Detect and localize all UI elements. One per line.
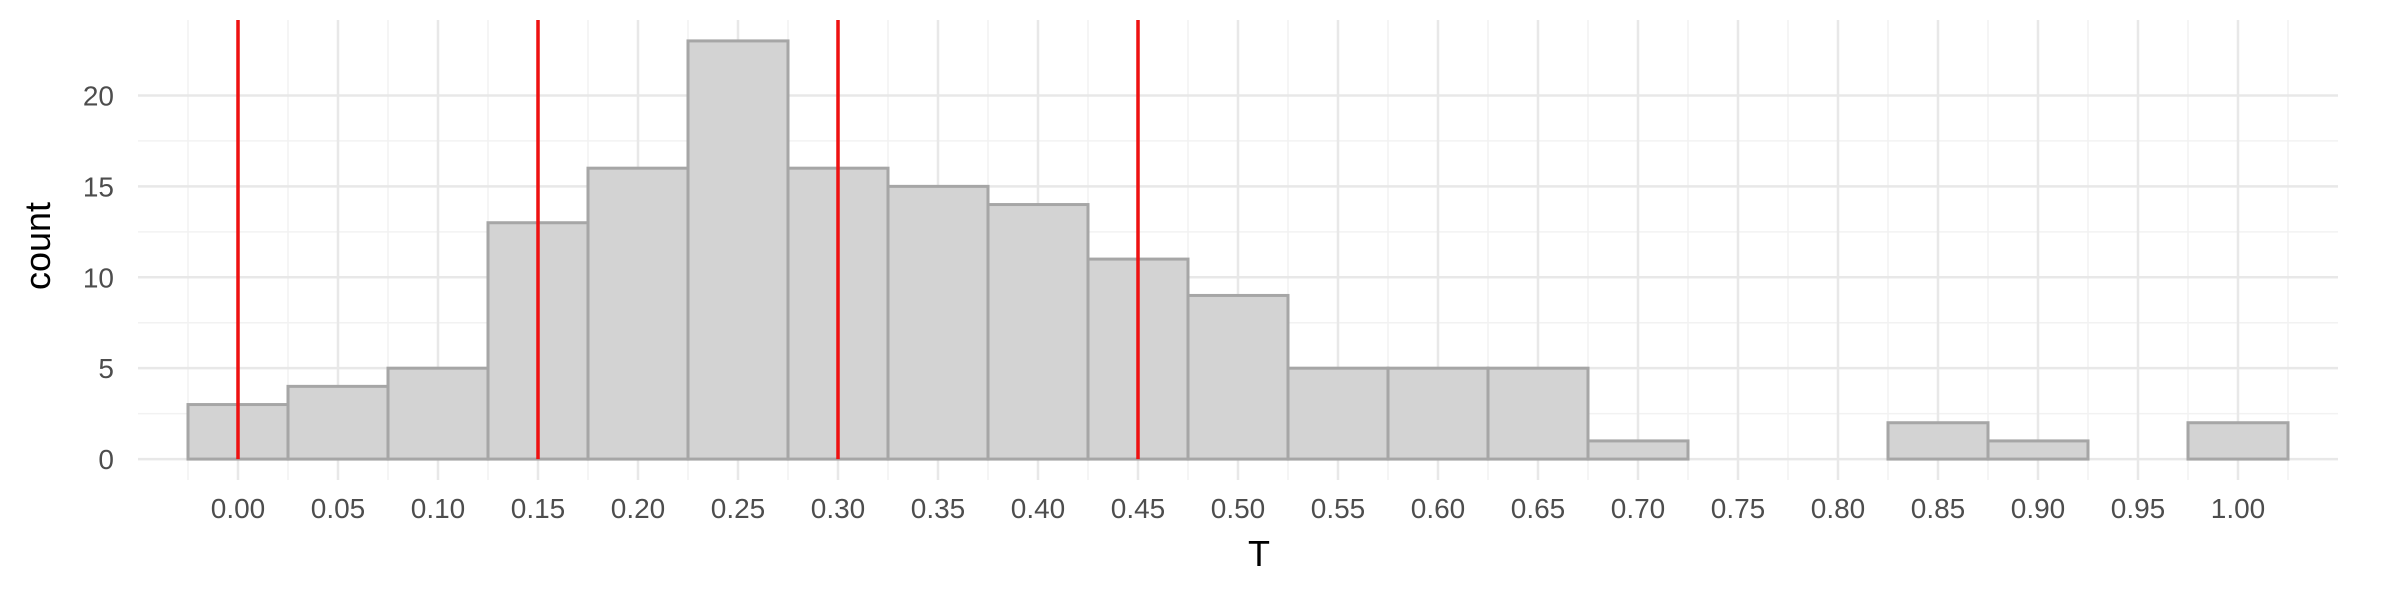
histogram-bar (1486, 366, 1590, 461)
histogram-bar (1386, 366, 1490, 461)
y-tick-label: 10 (83, 262, 114, 293)
y-tick-label: 20 (83, 80, 114, 111)
histogram-bar (586, 166, 690, 461)
x-tick-label: 0.35 (911, 493, 966, 524)
x-tick-label: 0.90 (2011, 493, 2066, 524)
x-tick-label: 0.60 (1411, 493, 1466, 524)
y-tick-label: 0 (98, 444, 114, 475)
x-tick-label: 0.50 (1211, 493, 1266, 524)
x-axis-title: T (1248, 533, 1270, 574)
histogram-bar (1186, 293, 1290, 461)
histogram-bar (286, 384, 390, 461)
x-tick-label: 0.80 (1811, 493, 1866, 524)
x-tick-label: 0.05 (311, 493, 366, 524)
y-axis-tick-labels: 0 5 10 15 20 (83, 80, 114, 475)
y-tick-label: 5 (98, 353, 114, 384)
y-axis-title: count (17, 202, 58, 290)
histogram-bar (1886, 421, 1990, 461)
x-tick-label: 0.75 (1711, 493, 1766, 524)
x-tick-label: 0.15 (511, 493, 566, 524)
x-tick-label: 0.25 (711, 493, 766, 524)
x-axis-tick-labels: 0.00 0.05 0.10 0.15 0.20 0.25 0.30 0.35 0.40 0.45… (211, 493, 2266, 524)
histogram-bar (2186, 421, 2290, 461)
x-tick-label: 0.30 (811, 493, 866, 524)
histogram-bar (686, 39, 790, 461)
x-tick-label: 0.65 (1511, 493, 1566, 524)
histogram-bar (1586, 439, 1690, 461)
bars (186, 39, 2290, 461)
y-tick-label: 15 (83, 171, 114, 202)
x-tick-label: 1.00 (2211, 493, 2266, 524)
x-tick-label: 0.40 (1011, 493, 1066, 524)
x-tick-label: 0.20 (611, 493, 666, 524)
x-tick-label: 0.85 (1911, 493, 1966, 524)
histogram-bar (886, 184, 990, 461)
histogram-bar (386, 366, 490, 461)
x-tick-label: 0.95 (2111, 493, 2166, 524)
x-tick-label: 0.00 (211, 493, 266, 524)
x-tick-label: 0.10 (411, 493, 466, 524)
histogram-bar (986, 203, 1090, 461)
histogram-bar (1286, 366, 1390, 461)
x-tick-label: 0.70 (1611, 493, 1666, 524)
reference-lines (236, 20, 1140, 460)
x-tick-label: 0.55 (1311, 493, 1366, 524)
x-tick-label: 0.45 (1111, 493, 1166, 524)
histogram-bar (1986, 439, 2090, 461)
